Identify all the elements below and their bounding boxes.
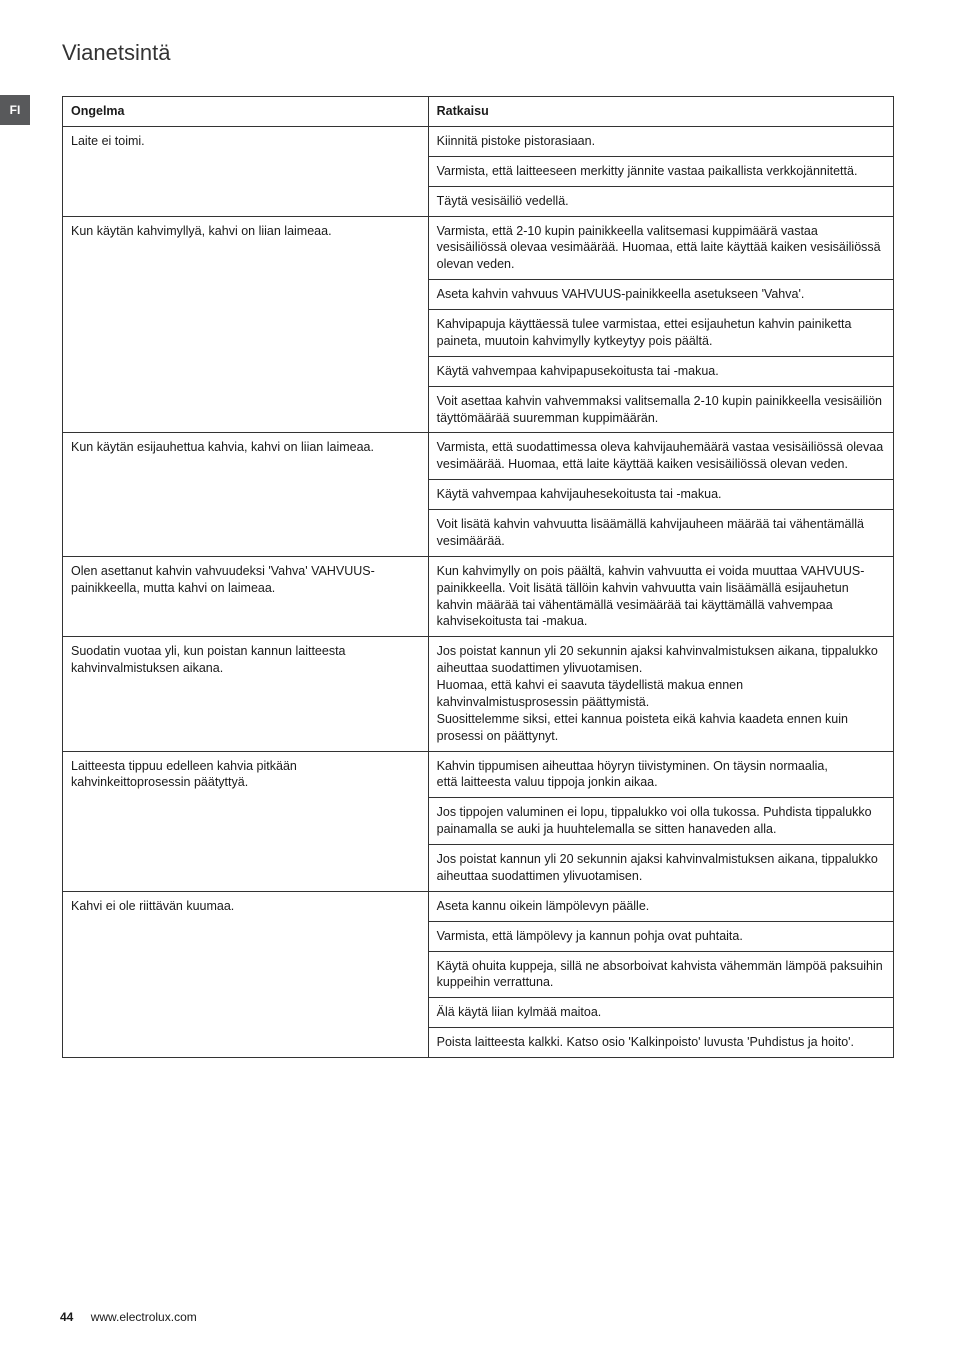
- solution-cell: Kun kahvimylly on pois päältä, kahvin va…: [428, 556, 893, 637]
- problem-cell: Suodatin vuotaa yli, kun poistan kannun …: [63, 637, 429, 751]
- solution-cell: Täytä vesisäiliö vedellä.: [428, 186, 893, 216]
- solution-cell: Käytä ohuita kuppeja, sillä ne absorboiv…: [428, 951, 893, 998]
- solution-cell: Varmista, että suodattimessa oleva kahvi…: [428, 433, 893, 480]
- col-header-problem: Ongelma: [63, 97, 429, 127]
- table-row: Suodatin vuotaa yli, kun poistan kannun …: [63, 637, 894, 751]
- problem-cell: Olen asettanut kahvin vahvuudeksi 'Vahva…: [63, 556, 429, 637]
- solution-cell: Aseta kahvin vahvuus VAHVUUS-painikkeell…: [428, 280, 893, 310]
- problem-cell: Kahvi ei ole riittävän kuumaa.: [63, 891, 429, 1057]
- table-row: Kun käytän kahvimyllyä, kahvi on liian l…: [63, 216, 894, 280]
- solution-cell: Varmista, että 2-10 kupin painikkeella v…: [428, 216, 893, 280]
- solution-cell: Käytä vahvempaa kahvipapusekoitusta tai …: [428, 356, 893, 386]
- problem-cell: Laite ei toimi.: [63, 126, 429, 216]
- language-tab: FI: [0, 95, 30, 125]
- solution-cell: Voit lisätä kahvin vahvuutta lisäämällä …: [428, 510, 893, 557]
- solution-cell: Poista laitteesta kalkki. Katso osio 'Ka…: [428, 1028, 893, 1058]
- solution-cell: Käytä vahvempaa kahvijauhesekoitusta tai…: [428, 480, 893, 510]
- table-row: Laitteesta tippuu edelleen kahvia pitkää…: [63, 751, 894, 798]
- solution-cell: Jos poistat kannun yli 20 sekunnin ajaks…: [428, 845, 893, 892]
- page-number: 44: [60, 1310, 73, 1324]
- col-header-solution: Ratkaisu: [428, 97, 893, 127]
- solution-cell: Jos tippojen valuminen ei lopu, tippaluk…: [428, 798, 893, 845]
- solution-cell: Aseta kannu oikein lämpölevyn päälle.: [428, 891, 893, 921]
- solution-cell: Voit asettaa kahvin vahvemmaksi valitsem…: [428, 386, 893, 433]
- solution-cell: Varmista, että laitteeseen merkitty jänn…: [428, 156, 893, 186]
- troubleshooting-table: Ongelma Ratkaisu Laite ei toimi.Kiinnitä…: [62, 96, 894, 1058]
- footer-url: www.electrolux.com: [91, 1310, 197, 1324]
- solution-cell: Älä käytä liian kylmää maitoa.: [428, 998, 893, 1028]
- table-row: Olen asettanut kahvin vahvuudeksi 'Vahva…: [63, 556, 894, 637]
- solution-cell: Kiinnitä pistoke pistorasiaan.: [428, 126, 893, 156]
- problem-cell: Kun käytän kahvimyllyä, kahvi on liian l…: [63, 216, 429, 433]
- page-title: Vianetsintä: [62, 40, 894, 66]
- problem-cell: Kun käytän esijauhettua kahvia, kahvi on…: [63, 433, 429, 556]
- table-row: Laite ei toimi.Kiinnitä pistoke pistoras…: [63, 126, 894, 156]
- page-footer: 44 www.electrolux.com: [60, 1310, 197, 1324]
- table-row: Kahvi ei ole riittävän kuumaa.Aseta kann…: [63, 891, 894, 921]
- problem-cell: Laitteesta tippuu edelleen kahvia pitkää…: [63, 751, 429, 891]
- solution-cell: Kahvipapuja käyttäessä tulee varmistaa, …: [428, 310, 893, 357]
- table-row: Kun käytän esijauhettua kahvia, kahvi on…: [63, 433, 894, 480]
- solution-cell: Kahvin tippumisen aiheuttaa höyryn tiivi…: [428, 751, 893, 798]
- solution-cell: Jos poistat kannun yli 20 sekunnin ajaks…: [428, 637, 893, 751]
- solution-cell: Varmista, että lämpölevy ja kannun pohja…: [428, 921, 893, 951]
